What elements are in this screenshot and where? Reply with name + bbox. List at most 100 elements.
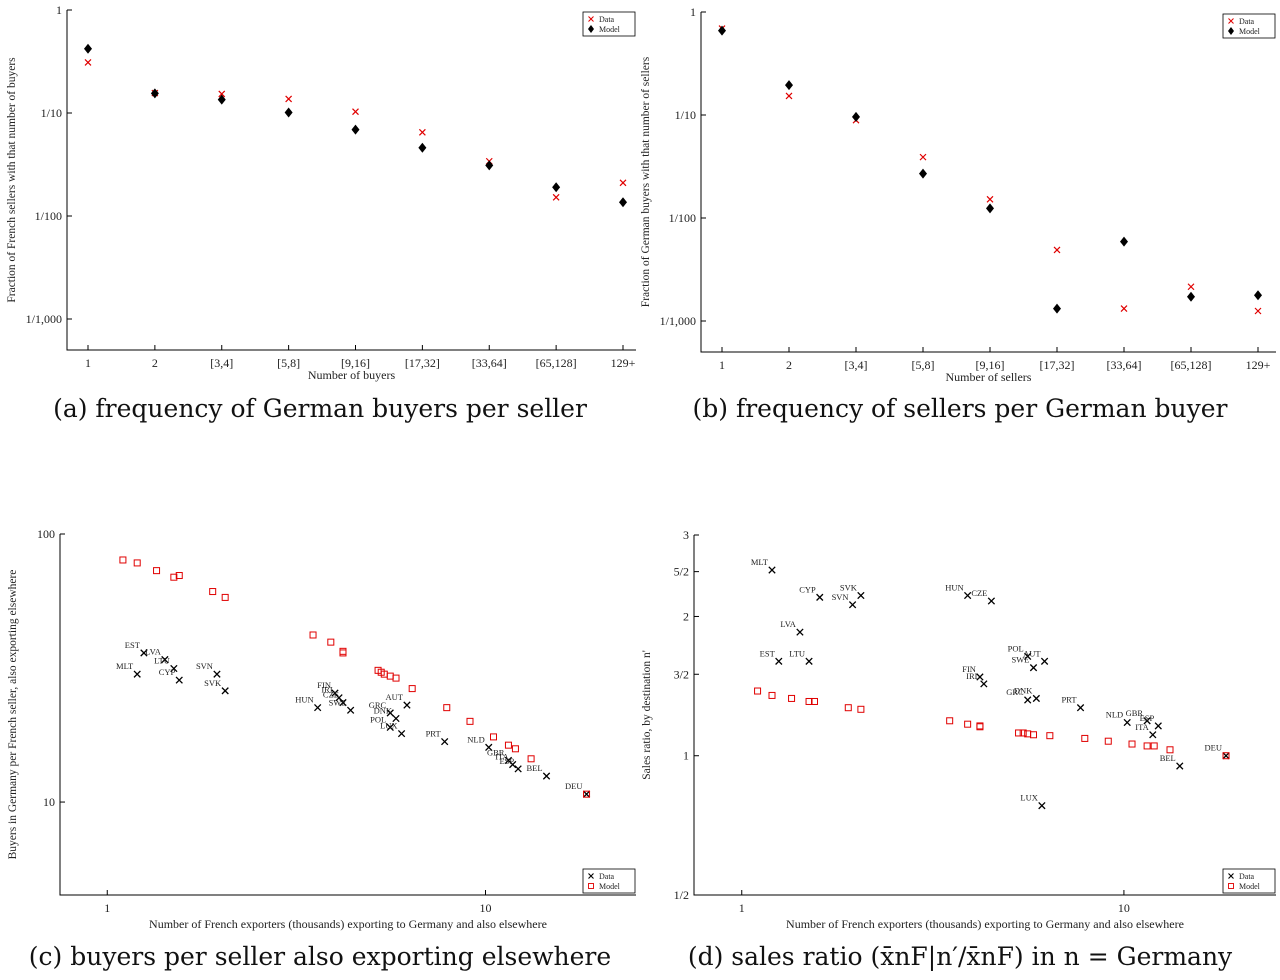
model-point <box>1053 303 1061 314</box>
model-point <box>1046 732 1054 740</box>
point-label: NLD <box>1106 709 1123 719</box>
model-point <box>150 88 159 99</box>
point-label: IRL <box>321 685 335 695</box>
x-tick-label: [65,128] <box>1171 358 1212 372</box>
data-point <box>1032 694 1041 703</box>
data-point <box>857 591 865 600</box>
point-label: SVK <box>204 678 222 688</box>
model-point <box>976 723 984 731</box>
data-point <box>775 657 783 665</box>
x-tick-label: [5,8] <box>912 358 935 372</box>
data-point <box>1120 305 1128 313</box>
point-label: GRC <box>1006 687 1024 697</box>
x-tick-label: [5,8] <box>277 356 300 370</box>
data-point <box>485 743 493 751</box>
model-point <box>466 717 474 725</box>
chart-panel-d: 1 10 3 5/2 2 3/2 1 1/2 Number of French exporter… <box>640 520 1280 940</box>
model-point <box>919 168 927 179</box>
data-point <box>796 628 804 636</box>
point-label: MLT <box>751 557 769 567</box>
data-point <box>175 676 183 684</box>
x-tick-label: 2 <box>786 358 792 372</box>
y-tick-label: 5/2 <box>674 565 689 579</box>
x-tick-label: [33,64] <box>472 356 507 370</box>
data-point <box>963 591 972 600</box>
legend-label-model: Model <box>1239 27 1261 36</box>
data-point <box>848 601 857 609</box>
y-tick-label: 1 <box>56 3 62 17</box>
data-point <box>1123 718 1131 727</box>
model-point <box>153 567 161 575</box>
model-point <box>1143 742 1151 750</box>
legend-marker-model <box>588 25 594 33</box>
data-point <box>1029 664 1038 672</box>
model-point <box>986 203 994 214</box>
model-point <box>718 25 726 36</box>
point-label: DNK <box>1014 685 1033 695</box>
data-point <box>1053 246 1061 254</box>
y-tick-label: 1 <box>690 5 696 19</box>
x-tick-label: 2 <box>152 356 158 370</box>
y-tick-label: 2 <box>683 609 689 623</box>
data-point <box>218 90 226 98</box>
model-point <box>284 107 293 118</box>
data-point <box>1176 762 1184 770</box>
data-point <box>397 729 406 738</box>
model-point <box>619 197 627 208</box>
x-tick-label: 1 <box>719 358 725 372</box>
point-label: HUN <box>945 582 963 592</box>
model-point <box>1128 740 1136 748</box>
data-point <box>1024 696 1032 704</box>
y-tick-label: 1/1,000 <box>26 312 62 326</box>
data-point <box>1222 752 1230 760</box>
y-axis-label: Fraction of French sellers with that num… <box>6 57 18 303</box>
data-point <box>816 593 824 601</box>
point-label: LTU <box>789 648 805 658</box>
model-point <box>133 559 141 567</box>
data-point <box>919 153 927 161</box>
point-label: IRL <box>966 671 980 681</box>
chart-panel-b: 1 1/10 1/100 1/1,000 1 2 [3,4] [5,8] [9,16] [17,3… <box>640 0 1280 384</box>
y-tick-label: 1/100 <box>669 211 696 225</box>
point-label: CZE <box>971 588 987 598</box>
model-point <box>485 160 494 171</box>
point-label: LUX <box>380 721 397 731</box>
point-label: HUN <box>295 695 313 705</box>
model-point <box>768 691 776 699</box>
data-point <box>1254 307 1262 315</box>
data-point <box>352 108 359 116</box>
x-axis-label: Number of sellers <box>946 370 1032 384</box>
point-label: AUT <box>1023 648 1041 658</box>
data-point <box>140 649 148 657</box>
point-label: LVA <box>145 647 161 657</box>
legend-marker-data <box>588 873 594 879</box>
data-point <box>509 760 517 769</box>
model-point <box>309 631 317 639</box>
model-point <box>209 588 217 596</box>
data-point <box>392 714 400 723</box>
x-axis-label: Number of French exporters (thousands) e… <box>786 917 1184 931</box>
data-point <box>1187 283 1195 291</box>
point-label: DNK <box>374 705 393 715</box>
point-label: SWE <box>329 697 347 707</box>
legend-marker-data <box>588 16 594 22</box>
y-tick-label: 3/2 <box>674 667 689 681</box>
model-point <box>788 694 796 702</box>
model-point <box>527 755 535 763</box>
x-tick-label: 10 <box>1118 901 1130 915</box>
x-tick-label: 1 <box>85 356 91 370</box>
y-tick-label: 1/10 <box>41 106 62 120</box>
model-point <box>408 685 416 693</box>
model-point <box>1120 236 1128 247</box>
point-label: GBR <box>1126 708 1144 718</box>
data-point <box>768 566 776 574</box>
x-tick-label: 129+ <box>611 356 636 370</box>
legend-box <box>582 868 636 894</box>
data-point <box>514 765 522 773</box>
model-point <box>1254 290 1262 301</box>
point-label: ITA <box>1135 722 1149 732</box>
model-point <box>1150 742 1158 750</box>
x-tick-label: [33,64] <box>1107 358 1142 372</box>
x-tick-label: 129+ <box>1246 358 1271 372</box>
chart-a-svg: 1 1/10 1/100 1/1,000 1 2 [3,4] [5,8] [9,16] [17,3… <box>6 3 636 382</box>
